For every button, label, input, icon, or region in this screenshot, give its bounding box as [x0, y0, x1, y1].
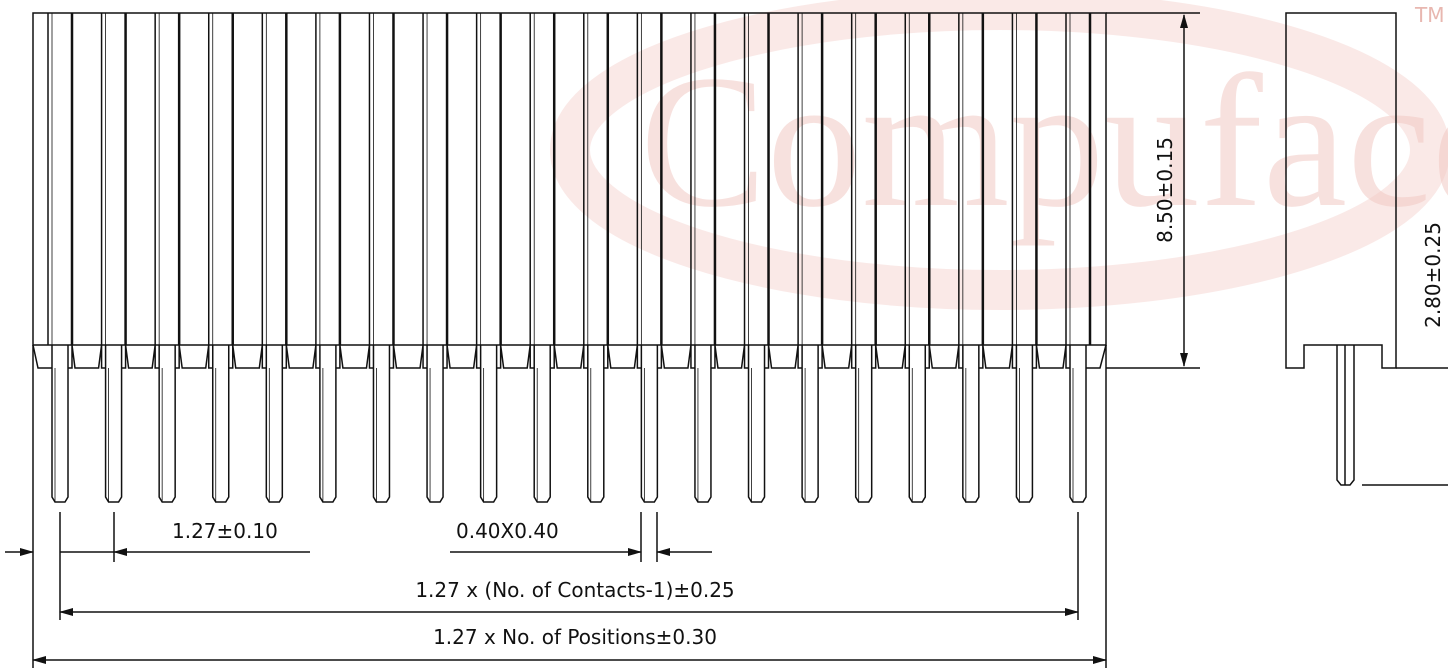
pin: [265, 345, 284, 503]
pin: [587, 345, 605, 503]
notch: [978, 344, 1017, 369]
notch: [657, 344, 695, 369]
notch: [925, 344, 963, 369]
pitch-label: 1.27±0.10: [172, 519, 278, 543]
pin: [426, 345, 444, 503]
notch: [710, 344, 749, 369]
notch: [335, 344, 374, 369]
pin: [372, 345, 391, 503]
pin-size-label: 0.40X0.40: [456, 519, 559, 543]
height-label: 8.50±0.15: [1153, 137, 1177, 243]
notch: [550, 344, 588, 369]
pin: [319, 345, 337, 503]
notch: [282, 344, 320, 369]
side-height-label: 2.80±0.25: [1421, 222, 1445, 328]
notch: [228, 344, 267, 369]
pin: [908, 345, 927, 503]
notch: [818, 344, 856, 369]
watermark: Compuface: [640, 37, 1448, 247]
pin: [51, 345, 69, 503]
notch: [389, 344, 428, 369]
pin: [747, 345, 766, 503]
overall-length-label: 1.27 x No. of Positions±0.30: [433, 625, 717, 649]
front-view: [32, 12, 1107, 503]
pin: [1069, 345, 1087, 503]
notch: [603, 344, 642, 369]
notch: [1032, 344, 1070, 369]
trademark: TM: [1414, 3, 1444, 27]
notch: [871, 344, 910, 369]
pin: [640, 345, 659, 503]
watermark-swoosh: [550, 0, 1448, 310]
side-view: [1285, 12, 1448, 486]
notch: [764, 344, 803, 369]
pin: [211, 345, 230, 503]
body: [32, 12, 1107, 346]
pin: [694, 345, 712, 503]
notch: [496, 344, 535, 369]
side-body: [1285, 12, 1397, 369]
notch: [121, 344, 160, 369]
pin: [158, 345, 176, 503]
notch: [32, 344, 52, 369]
pin: [801, 345, 819, 503]
pin: [854, 345, 873, 503]
pin: [962, 345, 980, 503]
pin: [479, 345, 498, 503]
pin: [1015, 345, 1034, 503]
notch: [1086, 344, 1107, 369]
notch: [68, 344, 106, 369]
pin: [533, 345, 551, 503]
notch: [175, 344, 213, 369]
pin: [104, 345, 123, 503]
contacts-span-label: 1.27 x (No. of Contacts-1)±0.25: [415, 578, 734, 602]
notch: [443, 344, 481, 369]
